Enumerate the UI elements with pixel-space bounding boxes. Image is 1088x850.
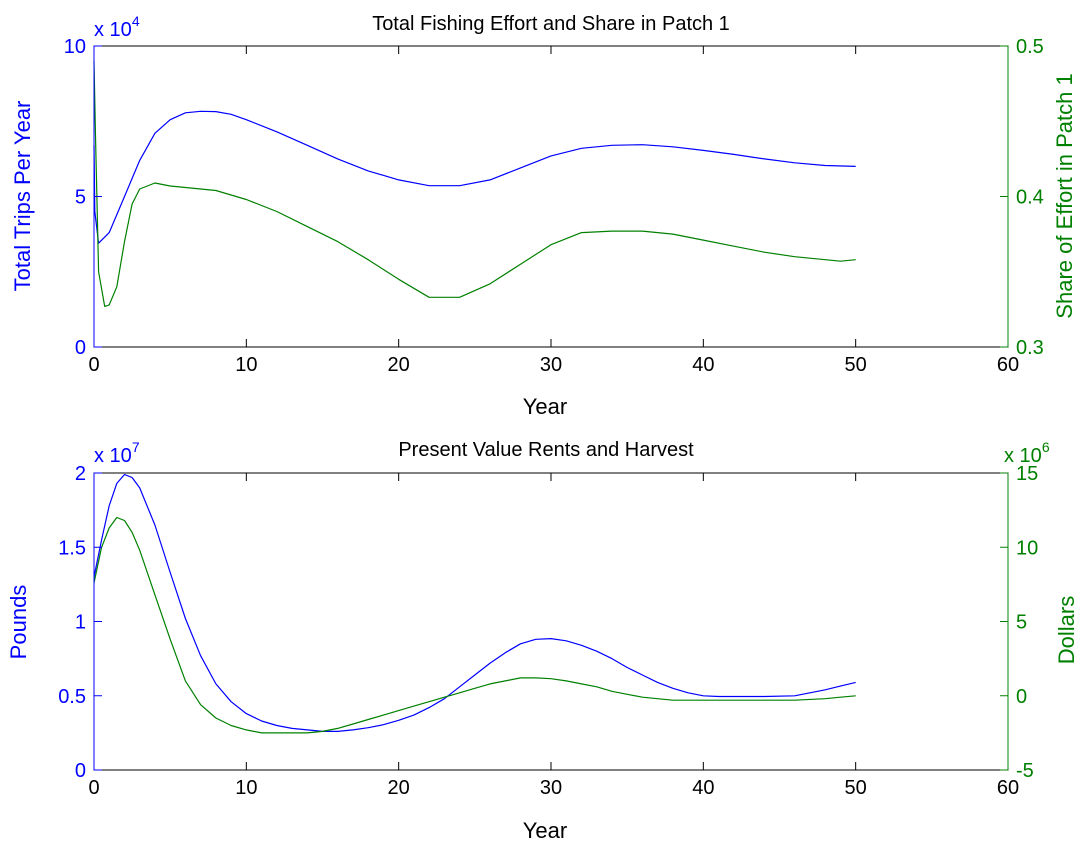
- chart-panel-rents: 0 10 20 30 40 50 60 0 0.5 1 1.5 2 -5 0 5 10 15 Present…: [6, 439, 1079, 843]
- x-axis-label-effort: Year: [523, 394, 567, 419]
- left-y-tick-label: 1.5: [58, 537, 86, 559]
- left-y-tick-label: 2: [75, 463, 86, 485]
- left-axis-exponent-rents: x 107: [94, 439, 140, 467]
- right-axis-rents: -5 0 5 10 15: [1000, 463, 1038, 782]
- x-tick-label: 20: [388, 777, 410, 799]
- x-axis-rents: 0 10 20 30 40 50 60: [88, 473, 1019, 799]
- left-y-tick-label: 0.5: [58, 686, 86, 708]
- x-axis-label-rents: Year: [523, 818, 567, 843]
- series-line-left: [93, 473, 856, 733]
- left-y-tick-label: 10: [64, 36, 86, 58]
- left-axis-rents: 0 0.5 1 1.5 2: [58, 463, 102, 782]
- right-axis-exponent-rents: x 106: [1004, 439, 1050, 467]
- right-y-tick-label: 0.3: [1016, 337, 1044, 359]
- x-tick-label: 0: [88, 354, 99, 376]
- left-axis-effort: 0 5 10: [64, 36, 102, 359]
- x-tick-label: 20: [388, 354, 410, 376]
- x-tick-label: 60: [997, 354, 1019, 376]
- plot-area-effort: [93, 45, 1009, 348]
- right-y-tick-label: 10: [1016, 537, 1038, 559]
- right-axis-label-effort: Share of Effort in Patch 1: [1052, 73, 1077, 318]
- chart-title-effort: Total Fishing Effort and Share in Patch …: [372, 13, 730, 35]
- right-y-tick-label: 0.5: [1016, 36, 1044, 58]
- x-tick-label: 60: [997, 777, 1019, 799]
- series-line-left: [93, 110, 856, 244]
- x-tick-label: 10: [235, 354, 257, 376]
- right-y-tick-label: 5: [1016, 612, 1027, 634]
- x-tick-label: 40: [692, 777, 714, 799]
- series-line-right: [93, 516, 856, 734]
- left-axis-label-rents: Pounds: [6, 585, 31, 660]
- right-y-tick-label: 0: [1016, 686, 1027, 708]
- right-axis-effort: 0.3 0.4 0.5: [1000, 36, 1044, 359]
- x-tick-label: 30: [540, 777, 562, 799]
- left-axis-exponent-effort: x 104: [94, 13, 140, 41]
- x-tick-label: 50: [845, 354, 867, 376]
- plot-area-rents: [93, 472, 1009, 771]
- x-tick-label: 30: [540, 354, 562, 376]
- x-tick-label: 10: [235, 777, 257, 799]
- right-y-tick-label: 15: [1016, 463, 1038, 485]
- left-y-tick-label: 5: [75, 187, 86, 209]
- left-axis-label-effort: Total Trips Per Year: [10, 101, 35, 292]
- series-line-right: [93, 61, 856, 307]
- left-y-tick-label: 1: [75, 612, 86, 634]
- x-tick-label: 50: [845, 777, 867, 799]
- series-layer-rents: [93, 473, 856, 734]
- series-layer-effort: [93, 61, 856, 307]
- left-y-tick-label: 0: [75, 760, 86, 782]
- x-tick-label: 0: [88, 777, 99, 799]
- right-y-tick-label: 0.4: [1016, 187, 1044, 209]
- chart-panel-effort: 0 10 20 30 40 50 60 0 5 10 0.3 0.4 0.5 Total Fishi…: [10, 13, 1077, 419]
- x-tick-label: 40: [692, 354, 714, 376]
- left-y-tick-label: 0: [75, 337, 86, 359]
- right-axis-label-rents: Dollars: [1054, 596, 1079, 664]
- right-y-tick-label: -5: [1016, 760, 1034, 782]
- chart-title-rents: Present Value Rents and Harvest: [398, 439, 694, 461]
